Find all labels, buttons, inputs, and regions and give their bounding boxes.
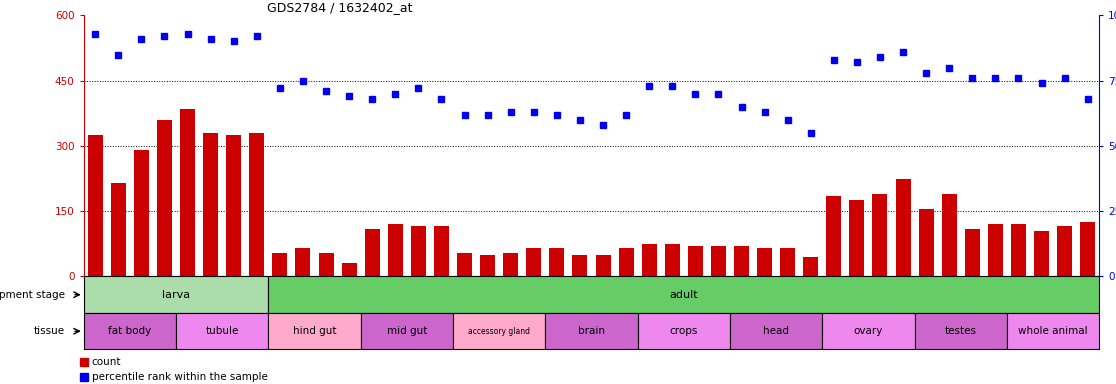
Bar xyxy=(804,257,818,276)
Text: head: head xyxy=(763,326,789,336)
Bar xyxy=(757,248,772,276)
Bar xyxy=(780,248,796,276)
Text: count: count xyxy=(92,356,121,367)
Bar xyxy=(549,248,565,276)
Bar xyxy=(734,246,749,276)
Text: fat body: fat body xyxy=(108,326,152,336)
Text: brain: brain xyxy=(578,326,605,336)
Text: testes: testes xyxy=(945,326,976,336)
Text: GDS2784 / 1632402_at: GDS2784 / 1632402_at xyxy=(267,1,412,14)
Bar xyxy=(203,133,218,276)
Text: crops: crops xyxy=(670,326,698,336)
Bar xyxy=(642,244,656,276)
Bar xyxy=(268,313,360,349)
Bar xyxy=(1011,224,1026,276)
Bar xyxy=(1057,227,1072,276)
Bar xyxy=(988,224,1003,276)
Bar xyxy=(387,224,403,276)
Bar xyxy=(822,313,915,349)
Bar xyxy=(249,133,264,276)
Text: larva: larva xyxy=(162,290,190,300)
Bar xyxy=(503,253,518,276)
Bar xyxy=(942,194,956,276)
Bar xyxy=(272,253,288,276)
Bar xyxy=(637,313,730,349)
Bar xyxy=(157,120,172,276)
Bar xyxy=(1035,231,1049,276)
Bar xyxy=(365,228,379,276)
Bar xyxy=(411,227,426,276)
Bar xyxy=(573,255,587,276)
Bar xyxy=(180,109,195,276)
Bar xyxy=(84,276,268,313)
Bar xyxy=(1007,313,1099,349)
Bar xyxy=(873,194,887,276)
Bar xyxy=(826,196,841,276)
Bar xyxy=(458,253,472,276)
Bar xyxy=(915,313,1007,349)
Text: hind gut: hind gut xyxy=(292,326,336,336)
Text: whole animal: whole animal xyxy=(1018,326,1088,336)
Bar xyxy=(480,255,496,276)
Bar xyxy=(360,313,453,349)
Text: mid gut: mid gut xyxy=(386,326,427,336)
Bar xyxy=(318,253,334,276)
Bar xyxy=(88,135,103,276)
Bar xyxy=(618,248,634,276)
Bar xyxy=(527,248,541,276)
Text: adult: adult xyxy=(670,290,699,300)
Bar xyxy=(895,179,911,276)
Bar xyxy=(110,183,126,276)
Bar xyxy=(730,313,822,349)
Bar xyxy=(227,135,241,276)
Bar xyxy=(453,313,546,349)
Bar xyxy=(134,150,148,276)
Bar xyxy=(268,276,1099,313)
Bar xyxy=(546,313,637,349)
Bar xyxy=(965,228,980,276)
Text: tissue: tissue xyxy=(35,326,65,336)
Bar xyxy=(296,248,310,276)
Text: ovary: ovary xyxy=(854,326,883,336)
Bar xyxy=(434,227,449,276)
Bar xyxy=(596,255,610,276)
Bar xyxy=(176,313,268,349)
Bar xyxy=(849,200,865,276)
Text: percentile rank within the sample: percentile rank within the sample xyxy=(92,372,268,382)
Bar xyxy=(1080,222,1095,276)
Bar xyxy=(711,246,725,276)
Text: development stage: development stage xyxy=(0,290,65,300)
Text: accessory gland: accessory gland xyxy=(468,327,530,336)
Bar xyxy=(687,246,703,276)
Bar xyxy=(918,209,934,276)
Bar xyxy=(665,244,680,276)
Bar xyxy=(84,313,176,349)
Text: tubule: tubule xyxy=(205,326,239,336)
Bar xyxy=(341,263,357,276)
